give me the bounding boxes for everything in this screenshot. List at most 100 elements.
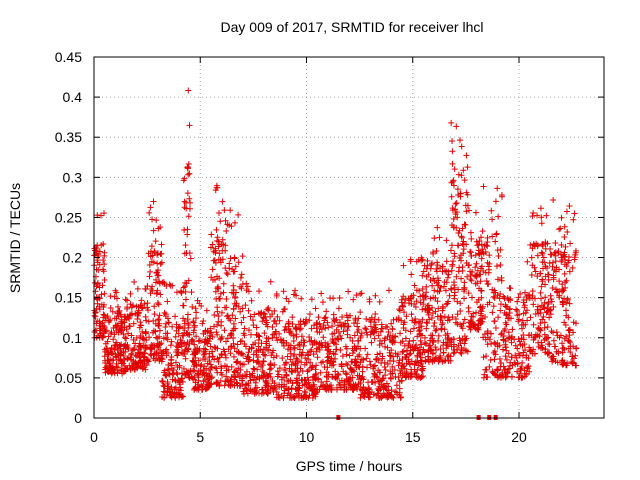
data-point xyxy=(386,287,393,294)
data-point xyxy=(357,380,364,387)
data-point xyxy=(371,316,378,323)
data-point xyxy=(469,294,476,301)
data-point xyxy=(473,299,480,306)
data-point xyxy=(190,348,197,355)
data-point xyxy=(352,384,359,391)
data-point xyxy=(467,326,474,333)
data-point xyxy=(437,345,444,352)
data-point xyxy=(146,261,153,268)
data-point xyxy=(121,356,128,363)
data-point xyxy=(489,309,496,316)
data-point xyxy=(126,312,133,319)
data-point xyxy=(214,234,221,241)
data-point xyxy=(114,303,121,310)
data-point xyxy=(430,339,437,346)
data-point xyxy=(351,332,358,339)
data-point xyxy=(502,374,509,381)
data-point xyxy=(280,288,287,295)
data-point xyxy=(411,282,418,289)
data-point xyxy=(337,384,344,391)
data-point xyxy=(221,382,228,389)
data-point xyxy=(234,382,241,389)
data-point xyxy=(513,355,520,362)
data-point xyxy=(218,309,225,316)
data-point xyxy=(189,368,196,375)
data-point xyxy=(181,250,188,257)
y-tick-label: 0.15 xyxy=(55,290,82,306)
data-point xyxy=(292,287,299,294)
data-point xyxy=(124,297,131,304)
data-point xyxy=(518,321,525,328)
data-point xyxy=(303,316,310,323)
data-point xyxy=(156,278,163,285)
data-point xyxy=(174,371,181,378)
data-point xyxy=(466,262,473,269)
data-point xyxy=(385,329,392,336)
data-point xyxy=(249,370,256,377)
data-point xyxy=(537,306,544,313)
data-point xyxy=(530,336,537,343)
data-point xyxy=(472,264,479,271)
data-point xyxy=(285,298,292,305)
data-point xyxy=(546,314,553,321)
data-point xyxy=(228,378,235,385)
data-point xyxy=(508,373,515,380)
data-point xyxy=(559,281,566,288)
data-point xyxy=(287,356,294,363)
data-point xyxy=(529,288,536,295)
data-point xyxy=(212,187,219,194)
data-point xyxy=(472,209,479,216)
data-point xyxy=(200,370,207,377)
data-point xyxy=(228,223,235,230)
data-point xyxy=(97,332,104,339)
data-point xyxy=(490,303,497,310)
data-point xyxy=(363,355,370,362)
data-point xyxy=(174,352,181,359)
data-point xyxy=(459,225,466,232)
data-point xyxy=(440,349,447,356)
data-point xyxy=(296,326,303,333)
data-point xyxy=(484,259,491,266)
data-point xyxy=(136,350,143,357)
data-point xyxy=(235,349,242,356)
data-point xyxy=(390,316,397,323)
data-point xyxy=(220,289,227,296)
data-point xyxy=(174,364,181,371)
data-point xyxy=(399,349,406,356)
data-point xyxy=(192,379,199,386)
data-point xyxy=(109,357,116,364)
data-point xyxy=(132,359,139,366)
data-point xyxy=(502,319,509,326)
data-point xyxy=(491,356,498,363)
data-point xyxy=(458,275,465,282)
data-point xyxy=(447,247,454,254)
data-point xyxy=(395,362,402,369)
data-point xyxy=(214,285,221,292)
data-point xyxy=(287,346,294,353)
data-point xyxy=(368,328,375,335)
data-point xyxy=(245,288,252,295)
data-point xyxy=(118,323,125,330)
data-point xyxy=(222,242,229,249)
data-point xyxy=(493,263,500,270)
data-point xyxy=(161,389,168,396)
data-point xyxy=(211,344,218,351)
data-point xyxy=(240,314,247,321)
data-point xyxy=(225,366,232,373)
data-point xyxy=(541,324,548,331)
data-point xyxy=(501,366,508,373)
data-point xyxy=(435,358,442,365)
data-point xyxy=(486,299,493,306)
data-point xyxy=(159,378,166,385)
data-point xyxy=(534,242,541,249)
data-point xyxy=(558,358,565,365)
data-point xyxy=(500,363,507,370)
data-point xyxy=(216,295,223,302)
data-point xyxy=(356,364,363,371)
data-point xyxy=(529,245,536,252)
data-point xyxy=(217,369,224,376)
data-point xyxy=(167,342,174,349)
data-point xyxy=(295,387,302,394)
data-point xyxy=(151,351,158,358)
data-point xyxy=(423,325,430,332)
